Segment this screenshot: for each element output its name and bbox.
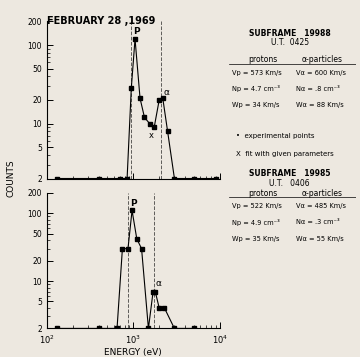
Text: Wp = 34 Km/s: Wp = 34 Km/s	[233, 102, 280, 108]
Text: Vp = 522 Km/s: Vp = 522 Km/s	[233, 203, 282, 210]
Text: Np = 4.7 cm⁻³: Np = 4.7 cm⁻³	[233, 85, 280, 92]
Text: U.T.   0406: U.T. 0406	[270, 179, 310, 188]
Text: SUBFRAME   19985: SUBFRAME 19985	[249, 169, 330, 178]
Text: U.T.  0425: U.T. 0425	[271, 38, 309, 47]
Text: α-particles: α-particles	[301, 55, 342, 64]
Text: α: α	[156, 278, 162, 288]
Text: SUBFRAME   19988: SUBFRAME 19988	[249, 29, 331, 39]
Text: Wα = 55 Km/s: Wα = 55 Km/s	[296, 236, 344, 242]
Text: P: P	[133, 27, 140, 36]
Text: Vα = 600 Km/s: Vα = 600 Km/s	[296, 70, 346, 76]
Text: Wα = 88 Km/s: Wα = 88 Km/s	[296, 102, 344, 108]
Text: α: α	[164, 88, 170, 97]
Text: •  experimental points: • experimental points	[236, 133, 314, 139]
Text: α-particles: α-particles	[301, 189, 342, 198]
Text: protons: protons	[248, 189, 278, 198]
Text: x: x	[149, 131, 154, 140]
Text: Vp = 573 Km/s: Vp = 573 Km/s	[233, 70, 282, 76]
X-axis label: ENERGY (eV): ENERGY (eV)	[104, 348, 162, 357]
Text: Np = 4.9 cm⁻³: Np = 4.9 cm⁻³	[233, 219, 280, 226]
Text: Nα = .3 cm⁻³: Nα = .3 cm⁻³	[296, 220, 340, 226]
Text: Wp = 35 Km/s: Wp = 35 Km/s	[233, 236, 280, 242]
Text: COUNTS: COUNTS	[6, 160, 15, 197]
Text: P: P	[130, 199, 137, 208]
Text: protons: protons	[248, 55, 278, 64]
Text: X  fit with given parameters: X fit with given parameters	[236, 151, 334, 156]
Text: Nα = .8 cm⁻³: Nα = .8 cm⁻³	[296, 86, 340, 92]
Text: FEBRUARY 28 ,1969: FEBRUARY 28 ,1969	[47, 16, 155, 26]
Text: Vα = 485 Km/s: Vα = 485 Km/s	[296, 203, 346, 210]
